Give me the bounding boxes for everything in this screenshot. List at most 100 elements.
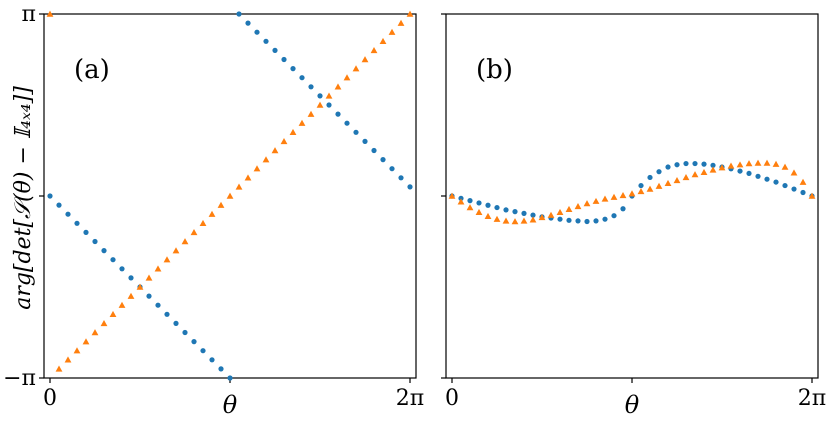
data-point-triangle <box>73 347 81 354</box>
data-point-triangle <box>316 101 324 108</box>
y-tick-label: −π <box>3 366 36 391</box>
data-point-triangle <box>163 256 171 263</box>
data-point-circle <box>407 184 413 190</box>
data-point-circle <box>566 217 572 223</box>
data-point-circle <box>602 216 608 222</box>
data-point-triangle <box>673 176 681 184</box>
data-point-circle <box>710 162 716 168</box>
data-point-triangle <box>475 208 483 215</box>
panel-b: 0 2π θ (b) <box>441 13 826 419</box>
data-point-circle <box>290 66 296 72</box>
data-point-triangle <box>145 274 153 281</box>
data-point-triangle <box>109 310 117 318</box>
x-axis-label: θ <box>625 391 640 419</box>
data-point-triangle <box>628 190 636 197</box>
x-tick-label: 2π <box>396 386 424 411</box>
panel-a: 0 2π −π π θ (a) <box>3 2 424 419</box>
data-point-triangle <box>547 211 555 218</box>
data-point-triangle <box>781 163 789 170</box>
data-point-triangle <box>763 159 771 166</box>
data-point-triangle <box>691 171 699 178</box>
data-point-triangle <box>808 192 816 199</box>
data-point-circle <box>620 206 626 212</box>
data-point-circle <box>512 209 518 215</box>
data-point-triangle <box>520 217 528 224</box>
data-point-triangle <box>343 74 351 81</box>
data-point-triangle <box>736 161 744 168</box>
data-point-circle <box>209 357 215 363</box>
data-point-circle <box>146 293 152 299</box>
data-point-circle <box>692 160 698 167</box>
data-point-circle <box>584 218 590 225</box>
data-point-triangle <box>727 162 735 169</box>
x-tick-label: 2π <box>798 386 826 411</box>
data-point-triangle <box>262 156 270 163</box>
data-point-triangle <box>379 37 387 45</box>
data-point-triangle <box>502 217 510 224</box>
data-point-circle <box>476 200 482 206</box>
data-point-triangle <box>64 356 72 363</box>
data-point-circle <box>200 348 206 354</box>
data-point-triangle <box>772 160 780 167</box>
data-point-triangle <box>619 192 627 199</box>
data-point-circle <box>92 238 98 245</box>
data-point-circle <box>701 161 707 167</box>
data-point-triangle <box>100 319 108 327</box>
data-point-circle <box>227 375 233 381</box>
data-point-triangle <box>154 265 162 272</box>
data-point-circle <box>503 207 509 213</box>
data-point-circle <box>56 202 62 208</box>
data-point-triangle <box>448 192 456 199</box>
data-point-triangle <box>352 65 360 72</box>
data-point-triangle <box>46 10 54 17</box>
data-point-circle <box>308 84 314 90</box>
data-point-circle <box>575 218 581 224</box>
data-point-triangle <box>799 178 807 185</box>
data-point-triangle <box>217 201 225 208</box>
data-point-circle <box>326 102 332 108</box>
data-point-circle <box>299 75 305 81</box>
data-point-triangle <box>199 219 207 227</box>
data-point-circle <box>254 29 260 35</box>
data-point-triangle <box>790 169 798 176</box>
data-point-triangle <box>709 166 717 173</box>
data-point-circle <box>155 302 161 308</box>
data-point-triangle <box>610 193 618 200</box>
x-tick-label: 0 <box>445 386 459 411</box>
data-point-triangle <box>55 365 63 372</box>
data-point-circle <box>800 189 806 196</box>
data-point-triangle <box>538 214 546 221</box>
data-point-triangle <box>556 208 564 215</box>
data-point-triangle <box>271 147 279 154</box>
data-point-circle <box>344 120 350 126</box>
data-point-circle <box>281 56 287 63</box>
data-point-circle <box>683 160 689 167</box>
data-point-circle <box>182 329 188 336</box>
data-point-circle <box>530 212 536 218</box>
data-point-triangle <box>754 159 762 166</box>
data-point-circle <box>782 182 788 189</box>
data-point-circle <box>218 366 224 372</box>
data-point-triangle <box>334 83 342 90</box>
data-point-circle <box>458 195 464 201</box>
data-point-triangle <box>118 301 126 308</box>
data-point-triangle <box>253 165 261 172</box>
data-point-triangle <box>244 174 252 181</box>
data-point-triangle <box>511 218 519 225</box>
data-point-circle <box>485 202 491 208</box>
data-point-triangle <box>127 292 135 299</box>
data-point-triangle <box>466 204 474 211</box>
data-point-circle <box>101 248 107 254</box>
data-point-triangle <box>235 183 243 190</box>
data-point-triangle <box>361 56 369 63</box>
data-point-triangle <box>682 174 690 181</box>
panel-label: (a) <box>74 55 110 85</box>
data-point-circle <box>398 175 404 181</box>
data-point-triangle <box>601 195 609 202</box>
data-point-circle <box>272 47 278 53</box>
data-point-triangle <box>280 137 288 145</box>
data-point-triangle <box>388 28 396 35</box>
data-point-circle <box>593 218 599 224</box>
data-point-circle <box>764 176 770 182</box>
